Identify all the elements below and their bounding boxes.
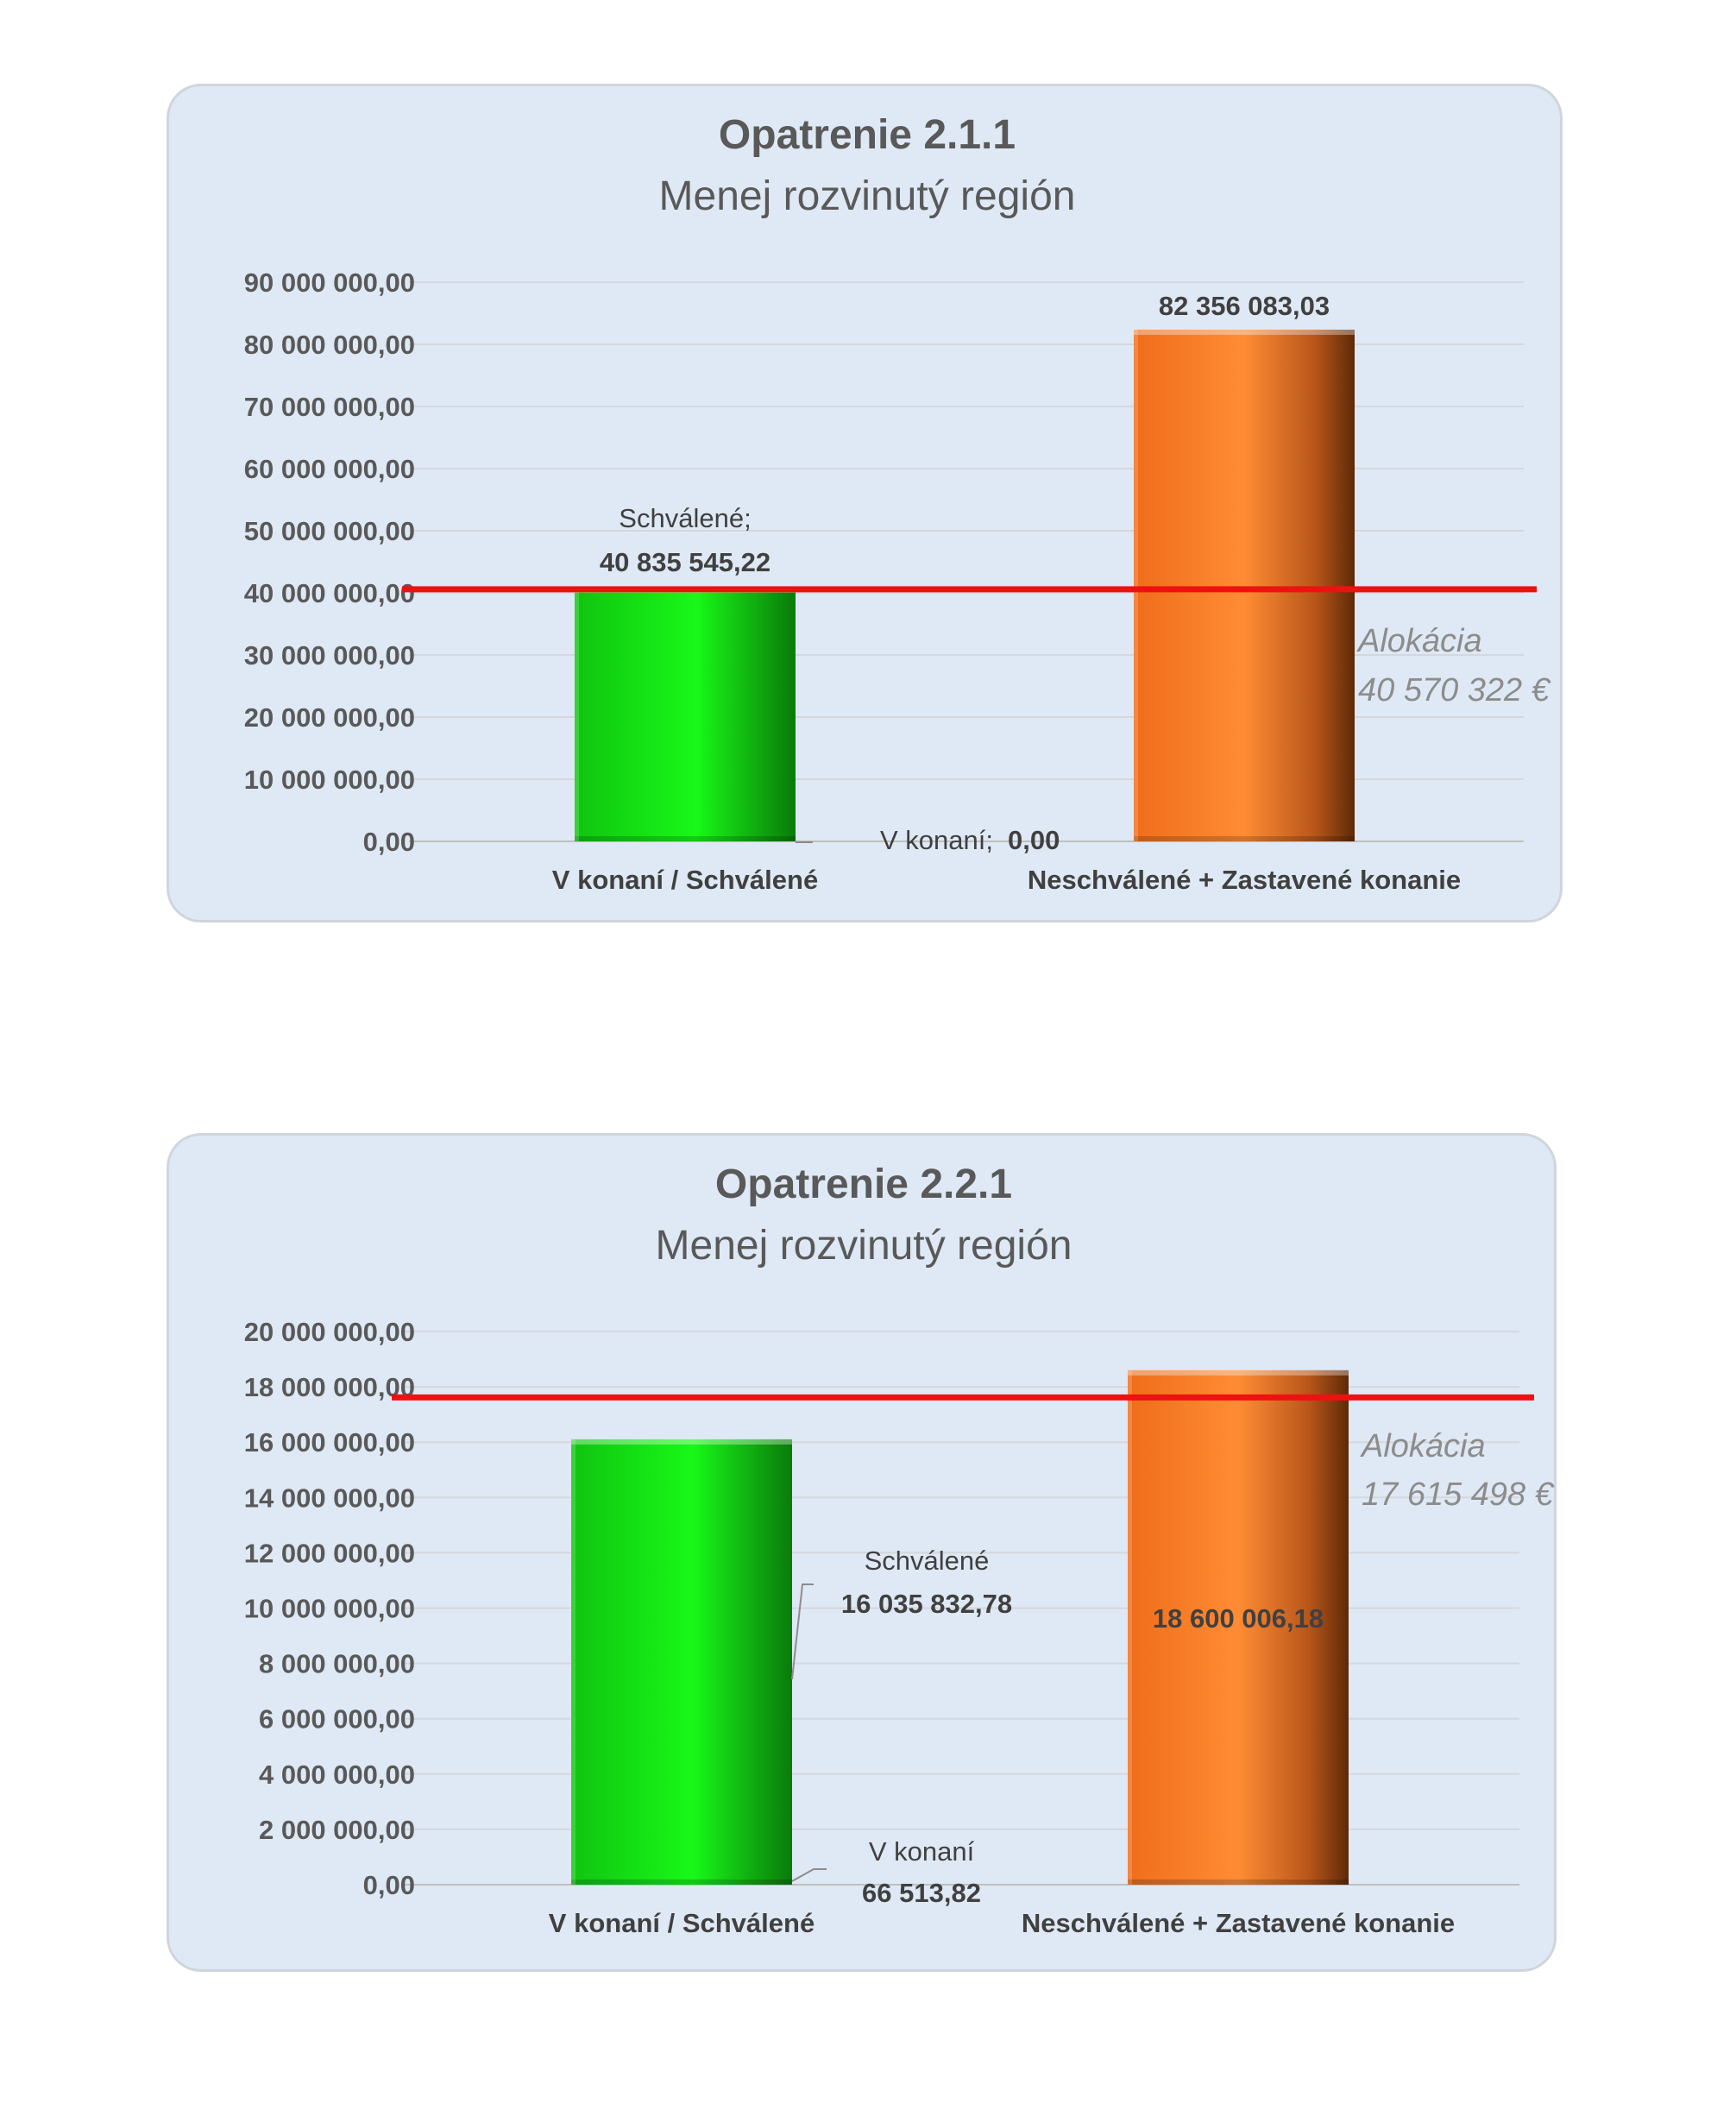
y-tick-label: 2 000 000,00 <box>259 1815 415 1845</box>
bar-neschvalene-top-bevel <box>1128 1369 1349 1376</box>
bar-schvalene-top-bevel <box>571 1439 792 1445</box>
y-tick-label: 30 000 000,00 <box>244 640 415 671</box>
data-label-schvalene-value: 16 035 832,78 <box>841 1589 1012 1619</box>
y-tick-label: 70 000 000,00 <box>244 392 415 422</box>
data-label-vkonani-name: V konaní <box>869 1836 975 1867</box>
y-tick-label: 80 000 000,00 <box>244 330 415 360</box>
y-tick-label: 40 000 000,00 <box>244 578 415 608</box>
x-tick-label: V konaní / Schválené <box>552 865 818 895</box>
y-tick-label: 14 000 000,00 <box>244 1483 415 1513</box>
y-tick-label: 0,00 <box>363 827 415 857</box>
x-tick-label: V konaní / Schválené <box>549 1908 815 1938</box>
data-label-schvalene-name: Schválené; <box>619 503 751 533</box>
bar-schvalene-body <box>575 587 796 841</box>
chart-subtitle: Menej rozvinutý región <box>656 1223 1072 1269</box>
allocation-value: 40 570 322 € <box>1358 672 1551 708</box>
bar-neschvalene-body <box>1128 1369 1349 1885</box>
bar-neschvalene-left-bevel <box>1128 1369 1132 1885</box>
y-tick-label: 8 000 000,00 <box>259 1649 415 1679</box>
data-label-neschvalene-value: 18 600 006,18 <box>1153 1603 1324 1634</box>
leader-line <box>791 1584 814 1680</box>
bar-neschvalene <box>1134 330 1355 841</box>
x-tick-label: Neschválené + Zastavené konanie <box>1028 865 1461 895</box>
y-tick-label: 20 000 000,00 <box>244 1317 415 1347</box>
data-label-schvalene-value: 40 835 545,22 <box>600 547 771 577</box>
bar-schvalene-bottom-bevel <box>571 1879 792 1885</box>
y-tick-label: 90 000 000,00 <box>244 268 415 298</box>
bar-neschvalene-left-bevel <box>1134 330 1138 841</box>
chart-title: Opatrenie 2.2.1 <box>715 1162 1012 1207</box>
x-tick-label: Neschválené + Zastavené konanie <box>1022 1908 1455 1938</box>
y-tick-label: 20 000 000,00 <box>244 702 415 733</box>
y-tick-label: 4 000 000,00 <box>259 1760 415 1790</box>
bar-neschvalene-body <box>1134 330 1355 841</box>
leader-line <box>791 1868 827 1882</box>
bar-schvalene-body <box>571 1439 792 1885</box>
allocation-label: Alokácia <box>1356 623 1482 659</box>
allocation-label: Alokácia <box>1360 1428 1486 1464</box>
chart-card-2-2-1: Opatrenie 2.2.1 Menej rozvinutý región 0… <box>167 1133 1557 1972</box>
data-label-neschvalene-value: 82 356 083,03 <box>1159 291 1330 321</box>
y-tick-label: 10 000 000,00 <box>244 1594 415 1624</box>
bar-schvalene <box>571 1439 792 1885</box>
chart-2-2-1: Opatrenie 2.2.1 Menej rozvinutý región 0… <box>244 1162 1555 1938</box>
data-label-vkonani-name: V konaní; <box>880 825 993 855</box>
bar-neschvalene-top-bevel <box>1134 330 1355 336</box>
chart-2-1-1: Opatrenie 2.1.1 Menej rozvinutý región 0… <box>244 112 1551 895</box>
data-label-vkonani-value: 0,00 <box>1008 825 1060 855</box>
y-tick-label: 18 000 000,00 <box>244 1372 415 1402</box>
y-tick-label: 10 000 000,00 <box>244 765 415 795</box>
chart-card-2-1-1: Opatrenie 2.1.1 Menej rozvinutý región 0… <box>167 84 1563 922</box>
bar-schvalene <box>575 587 796 841</box>
allocation-value: 17 615 498 € <box>1362 1477 1555 1513</box>
data-label-schvalene-name: Schválené <box>865 1546 990 1576</box>
bar-neschvalene-bottom-bevel <box>1128 1879 1349 1885</box>
y-tick-label: 50 000 000,00 <box>244 516 415 546</box>
y-tick-label: 16 000 000,00 <box>244 1427 415 1458</box>
y-tick-label: 12 000 000,00 <box>244 1538 415 1568</box>
bar-neschvalene <box>1128 1369 1349 1885</box>
y-tick-label: 60 000 000,00 <box>244 454 415 484</box>
chart-title: Opatrenie 2.1.1 <box>719 112 1016 158</box>
bar-schvalene-bottom-bevel <box>575 836 796 841</box>
chart-subtitle: Menej rozvinutý región <box>659 173 1076 219</box>
y-tick-label: 0,00 <box>363 1870 415 1900</box>
y-tick-label: 6 000 000,00 <box>259 1704 415 1735</box>
bar-schvalene-left-bevel <box>571 1439 576 1885</box>
bar-schvalene-left-bevel <box>575 587 579 841</box>
bar-neschvalene-bottom-bevel <box>1134 836 1355 841</box>
data-label-vkonani-value: 66 513,82 <box>862 1878 981 1908</box>
